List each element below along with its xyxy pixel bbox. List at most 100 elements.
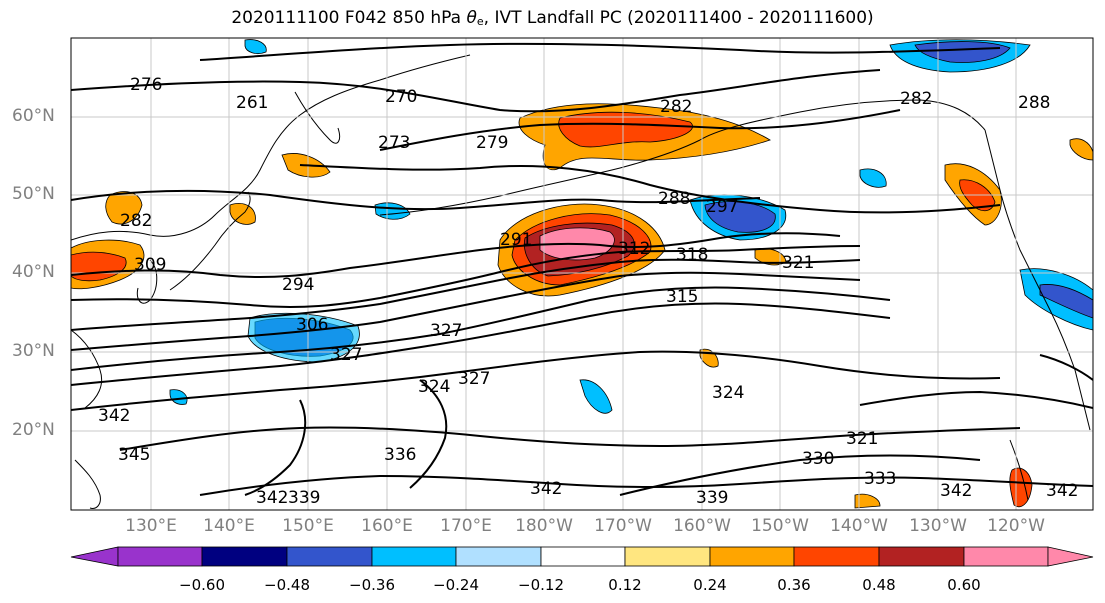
contour-label: 339 [288,488,320,508]
patch-baja-orange [1009,467,1033,508]
coast-alaska [699,99,986,141]
contour-label: 342 [530,479,562,499]
contour-label: 342 [940,481,972,501]
contour-label: 297 [706,197,738,217]
patch-small-9 [854,493,881,509]
colorbar-tick-label: 0.36 [777,576,811,594]
colorbar-bin [709,546,795,567]
colorbar-tick-label: −0.24 [433,576,479,594]
lon-label: 140°W [830,516,888,536]
lon-label: 130°W [909,516,967,536]
contour-label: 330 [802,449,834,469]
contour-line [71,232,841,278]
coast-philippines [74,459,101,509]
colorbar-bin [963,546,1049,567]
contour-label: 339 [696,488,728,508]
contour-label: 324 [712,383,744,403]
contour-label: 327 [458,369,490,389]
coast-westna [984,129,1091,431]
lat-label: 50°N [12,184,55,204]
contour-label: 318 [676,245,708,265]
contour-line [71,271,861,351]
contour-label: 276 [130,75,162,95]
lon-label: 170°W [594,516,652,536]
contour-label: 336 [384,445,416,465]
colorbar-bin [201,546,288,567]
contour-label: 327 [330,345,362,365]
contour-line [71,258,861,331]
patch-small-7 [859,168,887,188]
lat-label: 30°N [12,341,55,361]
contour-label: 342 [256,488,288,508]
contour-label: 291 [500,230,532,250]
patch-ne-blue [914,41,1011,63]
lat-label: 60°N [12,106,55,126]
contour-label: 282 [120,211,152,231]
colorbar-bin [878,546,965,567]
contour-label: 309 [134,255,166,275]
contour-label: 312 [618,239,650,259]
colorbar-tick-label: 0.12 [608,576,642,594]
coast-baja [1009,439,1029,501]
colorbar [70,546,1094,567]
contour-line [409,379,448,489]
colorbar-tick-label: 0.60 [947,576,981,594]
contour-line [199,42,1001,61]
contour-labels: 276 270 261 273 279 282 288 282 288 282 … [98,75,1078,508]
contour-line [1039,354,1093,381]
contour-label: 315 [666,287,698,307]
lon-label: 150°W [751,516,809,536]
contour-label: 306 [296,315,328,335]
colorbar-tick-label: −0.60 [179,576,225,594]
contour-label: 288 [658,189,690,209]
contour-line [71,302,891,386]
lat-label: 40°N [12,262,55,282]
colorbar-min-arrow [70,546,119,567]
contour-label: 324 [418,377,450,397]
contour-line [379,109,901,151]
map-title: 2020111100 F042 850 hPa θe, IVT Landfall… [231,8,874,28]
patch-small-10 [169,389,188,405]
contour-label: 342 [98,406,130,426]
contour-label: 282 [660,97,692,117]
patch-sw-darkblue [1039,284,1093,319]
colorbar-tick-label: −0.48 [264,576,310,594]
map-content [71,38,1093,510]
contour-label: 342 [1046,481,1078,501]
lon-label: 180°W [515,516,573,536]
patch-alaska-red [558,111,693,148]
colorbar-bin [117,546,203,567]
contour-label: 288 [1018,93,1050,113]
colorbar-tick-label: 0.48 [862,576,896,594]
contour-line [244,399,307,496]
contour-label: 294 [282,275,314,295]
coast-kamchatka [294,91,341,144]
lat-label: 20°N [12,420,55,440]
lon-label: 170°E [440,516,492,536]
colorbar-bin [624,546,711,567]
colorbar-tick-label: −0.36 [349,576,395,594]
lon-label: 160°E [361,516,413,536]
colorbar-bin [793,546,880,567]
colorbar-bin [371,546,457,567]
contour-line [71,69,881,113]
contour-label: 327 [430,321,462,341]
colorbar-tick-label: 0.24 [693,576,727,594]
lon-label: 160°W [673,516,731,536]
contour-line [71,189,761,211]
contour-line [119,426,1021,451]
lon-label: 130°E [125,516,177,536]
patch-small-11 [1069,138,1093,161]
contour-line [71,286,891,371]
lon-label: 120°W [987,516,1045,536]
contour-line [859,390,1093,409]
contour-label: 345 [118,445,150,465]
colorbar-max-arrow [1047,546,1094,567]
contour-label: 273 [378,133,410,153]
contour-line [619,454,981,496]
contour-label: 321 [782,253,814,273]
contour-label: 261 [236,93,268,113]
theta-e-contours [71,42,1093,496]
contour-label: 282 [900,89,932,109]
